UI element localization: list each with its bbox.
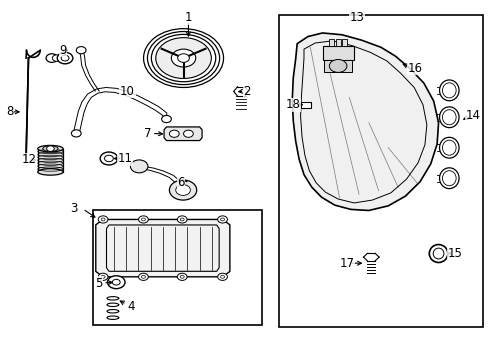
Circle shape bbox=[138, 216, 148, 223]
Bar bbox=[335, 40, 340, 46]
Polygon shape bbox=[96, 220, 229, 277]
Ellipse shape bbox=[442, 140, 455, 155]
Circle shape bbox=[175, 185, 190, 195]
Ellipse shape bbox=[442, 171, 455, 186]
Ellipse shape bbox=[432, 248, 443, 259]
Text: 13: 13 bbox=[348, 12, 364, 24]
Text: 4: 4 bbox=[127, 300, 135, 313]
Text: 1: 1 bbox=[184, 12, 192, 24]
Ellipse shape bbox=[43, 146, 58, 152]
Text: 2: 2 bbox=[243, 85, 250, 98]
Circle shape bbox=[71, 130, 81, 137]
Circle shape bbox=[101, 275, 105, 278]
Text: 17: 17 bbox=[339, 257, 354, 270]
Circle shape bbox=[98, 273, 108, 280]
Ellipse shape bbox=[428, 244, 447, 262]
Circle shape bbox=[76, 46, 86, 54]
Ellipse shape bbox=[439, 137, 458, 158]
Text: 9: 9 bbox=[59, 44, 67, 57]
Circle shape bbox=[104, 155, 113, 162]
Circle shape bbox=[112, 279, 120, 285]
Text: 11: 11 bbox=[117, 152, 132, 165]
Circle shape bbox=[46, 54, 58, 62]
Circle shape bbox=[100, 152, 118, 165]
Circle shape bbox=[183, 130, 193, 137]
Text: 5: 5 bbox=[95, 277, 102, 290]
Ellipse shape bbox=[442, 110, 455, 125]
Circle shape bbox=[180, 218, 184, 221]
Text: 15: 15 bbox=[447, 247, 462, 260]
Ellipse shape bbox=[439, 80, 458, 101]
Circle shape bbox=[177, 273, 187, 280]
Circle shape bbox=[46, 146, 54, 152]
Text: 18: 18 bbox=[285, 98, 300, 111]
Bar bbox=[341, 40, 346, 46]
Text: 16: 16 bbox=[407, 62, 422, 75]
Circle shape bbox=[217, 273, 227, 280]
Bar bbox=[322, 46, 353, 60]
Circle shape bbox=[107, 276, 125, 289]
Bar bbox=[38, 149, 63, 172]
Text: 7: 7 bbox=[144, 127, 151, 140]
Polygon shape bbox=[292, 33, 438, 211]
Circle shape bbox=[171, 49, 195, 67]
Text: 6: 6 bbox=[177, 176, 184, 189]
Ellipse shape bbox=[38, 169, 63, 175]
Circle shape bbox=[57, 52, 73, 64]
Circle shape bbox=[220, 275, 224, 278]
Text: 14: 14 bbox=[464, 109, 479, 122]
Circle shape bbox=[101, 218, 105, 221]
Circle shape bbox=[138, 273, 148, 280]
Circle shape bbox=[220, 218, 224, 221]
Ellipse shape bbox=[38, 145, 63, 152]
Text: 8: 8 bbox=[6, 105, 13, 118]
Circle shape bbox=[177, 54, 189, 62]
Circle shape bbox=[180, 275, 184, 278]
Ellipse shape bbox=[442, 83, 455, 98]
Text: 10: 10 bbox=[120, 85, 135, 98]
Bar bbox=[278, 15, 483, 327]
Circle shape bbox=[329, 59, 346, 72]
Polygon shape bbox=[163, 127, 202, 140]
Text: 3: 3 bbox=[70, 202, 78, 215]
Bar bbox=[93, 211, 261, 325]
Circle shape bbox=[141, 275, 145, 278]
Bar bbox=[300, 102, 311, 108]
Circle shape bbox=[169, 180, 196, 200]
Circle shape bbox=[177, 216, 187, 223]
Circle shape bbox=[161, 116, 171, 123]
Circle shape bbox=[217, 216, 227, 223]
Bar bbox=[329, 40, 333, 46]
Bar bbox=[324, 59, 351, 72]
Circle shape bbox=[156, 38, 211, 78]
Text: 12: 12 bbox=[21, 153, 37, 166]
Circle shape bbox=[52, 55, 61, 61]
Circle shape bbox=[98, 216, 108, 223]
Ellipse shape bbox=[439, 168, 458, 189]
Circle shape bbox=[169, 130, 179, 137]
Circle shape bbox=[61, 55, 69, 61]
Ellipse shape bbox=[439, 107, 458, 128]
Circle shape bbox=[141, 218, 145, 221]
Circle shape bbox=[130, 160, 148, 173]
